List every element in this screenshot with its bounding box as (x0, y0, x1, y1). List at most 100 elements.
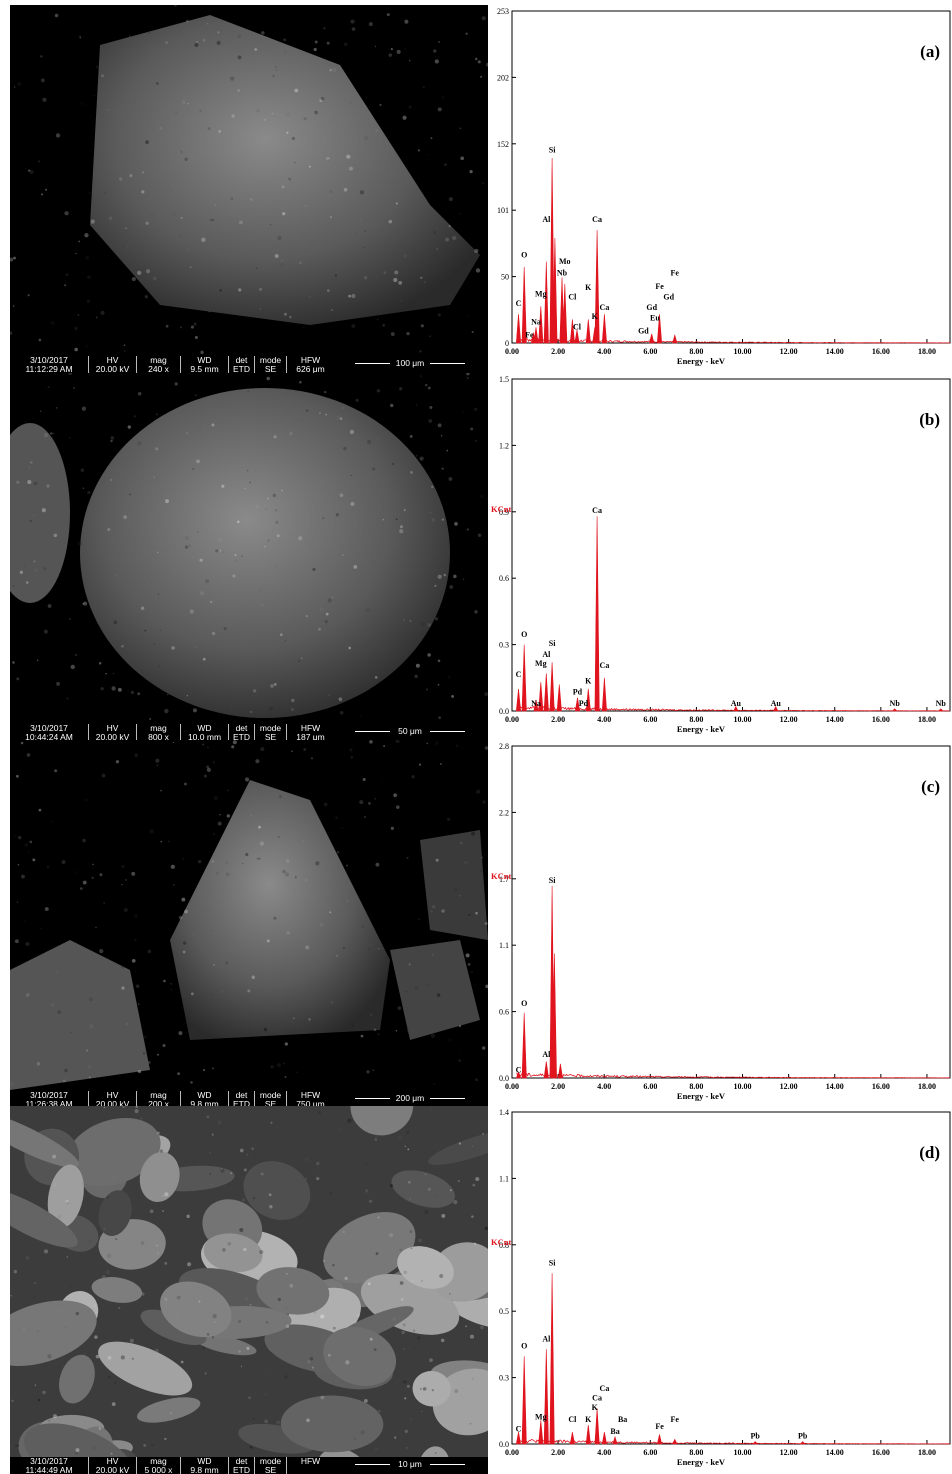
spectrum-peak (543, 261, 549, 344)
y-tick-label: 0.5 (499, 1307, 509, 1316)
peak-label: Gd (638, 326, 649, 335)
sem-data-bar: 3/10/2017 11:44:49 AM HV 20.00 kV mag 5 000 x… (10, 1457, 488, 1474)
peak-label: C (516, 1066, 522, 1075)
scale-label: 100 μm (395, 358, 425, 368)
peak-label: Ca (600, 303, 610, 312)
databar-cell-hv: HV 20.00 kV (88, 1457, 136, 1474)
databar-header: WD (197, 1456, 212, 1466)
spectrum-peak (521, 644, 527, 712)
spectrum-peak (585, 1424, 591, 1445)
databar-cell-mag: mag 5 000 x (136, 1457, 180, 1474)
sem-hv: 20.00 kV (95, 1098, 130, 1108)
y-tick-label: 0.0 (499, 1440, 509, 1449)
spectrum-peak (515, 688, 522, 712)
x-tick-label: 18.00 (918, 715, 936, 724)
peak-label: K (592, 1403, 599, 1412)
x-tick-label: 14.00 (826, 1448, 844, 1457)
spectrum-peak (515, 1432, 522, 1445)
x-tick-label: 10.00 (734, 347, 752, 356)
x-tick-label: 8.00 (689, 347, 703, 356)
peak-label: Fe (525, 330, 534, 339)
peak-label: Si (549, 639, 556, 648)
sem-hfw (289, 1466, 332, 1474)
sem-wd: 9.5 mm (190, 363, 219, 373)
databar-cell-mode: mode SE (254, 1091, 286, 1108)
spectrum-peak (594, 1408, 600, 1445)
peak-label: Cl (568, 1415, 577, 1424)
peak-label: Al (542, 650, 551, 659)
peak-label: Na (531, 317, 541, 326)
sem-time: 11:26:38 AM (25, 1098, 73, 1108)
databar-cell-det: det ETD (228, 356, 254, 373)
spectrum-peak (574, 329, 580, 344)
spectrum-peak (569, 319, 575, 344)
x-tick-label: 10.00 (734, 715, 752, 724)
x-tick-label: 2.00 (551, 347, 565, 356)
x-tick-label: 10.00 (734, 1082, 752, 1091)
x-tick-label: 12.00 (780, 1448, 798, 1457)
scale-bar: 10 μm (345, 1460, 475, 1468)
peak-label: Fe (671, 269, 680, 278)
databar-header: WD (197, 355, 212, 365)
panel-label: (a) (920, 42, 940, 61)
databar-header: det (235, 723, 248, 733)
spectrum-peak (556, 684, 562, 712)
peak-label: Al (542, 215, 551, 224)
databar-header: HV (106, 723, 119, 733)
scale-label: 50 μm (398, 726, 422, 736)
x-tick-label: 8.00 (689, 1082, 703, 1091)
sem-mag: 200 x (148, 1098, 169, 1108)
y-tick-label: 0.0 (499, 1074, 509, 1083)
peak-label: K (585, 1415, 592, 1424)
x-tick-label: 6.00 (643, 715, 657, 724)
eds-spectrum: 0 50 101 152 202 253 0.00 2.00 4.00 6.00 8.00 10.00… (488, 5, 952, 373)
y-axis-label: KCnt (491, 504, 511, 514)
x-tick-label: 2.00 (551, 715, 565, 724)
databar-cell-wd: WD 10.0 mm (180, 724, 228, 741)
databar-cell-mag: mag 200 x (136, 1091, 180, 1108)
y-tick-label: 1.1 (499, 1174, 509, 1183)
databar-header: mode (259, 723, 282, 733)
x-tick-label: 4.00 (597, 347, 611, 356)
spectrum-peak (538, 306, 544, 344)
spectrum-peak (656, 1434, 663, 1445)
scale-label: 200 μm (395, 1093, 425, 1103)
sem-particle (90, 15, 480, 325)
peak-label: Fe (671, 1415, 680, 1424)
eds-spectrum: 0.0 0.6 1.1 1.7 2.2 2.8 0.00 2.00 4.00 6.00 8.00 10… (488, 740, 952, 1108)
databar-header: mag (150, 1090, 167, 1100)
databar-cell-hfw: HFW 750 μm (286, 1091, 334, 1108)
spectrum-peak (612, 1435, 618, 1445)
databar-header: mode (259, 1090, 282, 1100)
peak-label: Mg (535, 659, 547, 668)
peak-label: Ca (600, 661, 610, 670)
y-tick-label: 1.4 (499, 1108, 509, 1117)
peak-label: Na (531, 699, 541, 708)
peak-label: Nb (890, 699, 901, 708)
databar-header: HFW (300, 355, 321, 365)
databar-cell-det: det ETD (228, 724, 254, 741)
spectrum-peak (672, 333, 678, 344)
sem-mode: SE (264, 731, 277, 741)
spectrum-peak (538, 1420, 544, 1445)
sem-image: 3/10/2017 11:44:49 AM HV 20.00 kV mag 5 000 x… (10, 1106, 488, 1474)
peak-label: Gd (646, 303, 657, 312)
sem-hfw: 750 μm (296, 1098, 325, 1108)
x-tick-label: 12.00 (780, 347, 798, 356)
databar-cell-hfw: HFW 187 μm (286, 724, 334, 741)
databar-header: WD (197, 1090, 212, 1100)
eds-chart-svg: 0 50 101 152 202 253 0.00 2.00 4.00 6.00 8.00 10.00… (497, 7, 951, 366)
sem-wd: 9.8 mm (190, 1098, 219, 1108)
peak-label: Fe (655, 1422, 664, 1431)
databar-header: det (235, 1456, 248, 1466)
scale-bar: 50 μm (345, 727, 475, 735)
y-tick-label: 0 (505, 339, 509, 348)
databar-cell-hfw: HFW (286, 1457, 334, 1474)
databar-cell-det: det ETD (228, 1091, 254, 1108)
peak-label: Mg (535, 1413, 547, 1422)
sem-hv: 20.00 kV (95, 363, 130, 373)
spectrum-peak (569, 1432, 575, 1445)
peak-label: Mo (559, 257, 571, 266)
spectrum-peak (533, 699, 539, 712)
peak-label: O (521, 1342, 527, 1351)
